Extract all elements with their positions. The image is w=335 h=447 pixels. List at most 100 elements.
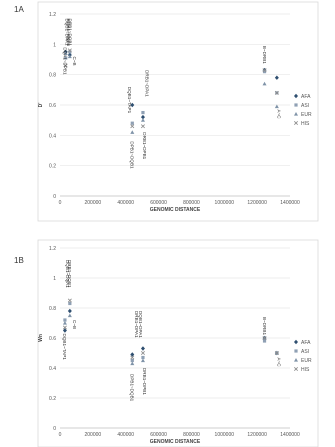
legend-label: EUR (301, 112, 312, 118)
data-point-asi (64, 56, 68, 60)
pair-annotation: DQB1~TAP1 (127, 87, 132, 114)
data-point-asi (262, 339, 267, 343)
x-tick-label: 800000 (183, 432, 200, 438)
data-point-afa (130, 102, 135, 108)
pair-annotation: DRB1~DPA1 (144, 70, 149, 97)
data-point-afa (140, 346, 145, 351)
y-tick-label: 0.8 (49, 73, 56, 79)
y-tick-label: 0.6 (49, 103, 56, 109)
data-point-asi (68, 50, 72, 54)
pair-annotation: C~B (72, 56, 77, 65)
x-tick-label: 1400000 (280, 432, 300, 438)
data-point-his (63, 63, 68, 68)
x-axis-label: GENOMIC DISTANCE (150, 439, 201, 445)
legend-marker-afa (294, 93, 298, 99)
data-point-his (262, 68, 267, 73)
data-point-asi (130, 121, 134, 125)
data-point-eur (262, 81, 267, 86)
pair-annotation: DQB1~DPA1 (138, 311, 143, 338)
legend-label: ASI (301, 349, 309, 355)
x-tick-label: 200000 (85, 200, 102, 206)
y-axis-label: D' (38, 103, 44, 108)
y-tick-label: 0.2 (49, 396, 56, 402)
y-tick-label: 0.4 (49, 366, 56, 372)
data-point-his (274, 90, 279, 95)
x-tick-label: 1200000 (247, 432, 267, 438)
data-point-afa (274, 75, 279, 80)
pair-annotation: C~B (72, 320, 77, 329)
y-tick-label: 0.8 (49, 306, 56, 312)
legend-marker-asi (294, 103, 298, 107)
x-tick-label: 0 (59, 200, 62, 206)
pair-annotation: DRB1~DPB1 (142, 368, 147, 395)
legend-label: HIS (301, 367, 310, 373)
y-tick-label: 1 (53, 42, 56, 48)
x-tick-label: 1000000 (215, 200, 235, 206)
legend-label: EUR (301, 358, 312, 364)
data-point-his (140, 351, 145, 355)
legend-marker-asi (294, 349, 298, 353)
x-tick-label: 800000 (183, 200, 200, 206)
x-tick-label: 400000 (117, 432, 134, 438)
x-tick-label: 0 (59, 432, 62, 438)
data-point-asi (141, 110, 145, 115)
chart-frame (37, 1, 319, 222)
data-point-his (62, 325, 67, 330)
data-point-eur (63, 51, 68, 56)
x-tick-label: 1000000 (215, 432, 235, 438)
data-point-afa (67, 308, 72, 314)
data-point-afa (62, 328, 67, 333)
y-tick-label: 1.2 (49, 246, 56, 252)
pair-annotation: DQA1~DPB1 (63, 47, 68, 75)
x-tick-label: 600000 (150, 432, 167, 438)
pair-annotation: DQB1~DQA1 (65, 260, 70, 288)
pair-annotation: DRB1~DPA1 (134, 311, 139, 338)
x-tick-label: 1200000 (247, 200, 267, 206)
legend-label: ASI (301, 103, 309, 109)
y-axis-label: Wn (38, 334, 44, 342)
pair-annotation: DQA1~DQB1 (66, 19, 71, 47)
x-tick-label: 1400000 (280, 200, 300, 206)
pair-annotation: DRB1~DPB1 (142, 132, 147, 159)
y-tick-label: 0 (53, 426, 56, 432)
data-point-asi (262, 70, 267, 74)
data-point-eur (67, 54, 72, 59)
data-point-his (140, 124, 145, 129)
data-point-eur (130, 361, 135, 366)
y-tick-label: 0 (53, 194, 56, 200)
data-point-eur (130, 130, 135, 134)
legend-marker-eur (294, 358, 298, 362)
data-point-afa (140, 114, 145, 120)
y-tick-label: 0.2 (49, 164, 56, 170)
panel-label-1b: 1B (14, 256, 24, 265)
legend-marker-eur (294, 112, 298, 116)
pair-annotation: A~C (277, 358, 282, 368)
data-point-asi (141, 355, 145, 360)
pair-annotation: B~DRB1 (262, 317, 267, 335)
x-tick-label: 600000 (150, 200, 167, 206)
legend-marker-afa (294, 339, 298, 345)
y-tick-label: 1.2 (49, 12, 56, 18)
data-point-eur (140, 118, 145, 122)
chart-frame (37, 239, 319, 447)
pair-annotation: DRB1~DQB1 (68, 19, 73, 47)
data-point-eur (62, 321, 67, 325)
legend-label: AFA (301, 340, 311, 346)
data-point-eur (140, 358, 145, 363)
pair-annotation: A~C (277, 110, 282, 120)
y-tick-label: 0.4 (49, 133, 56, 139)
data-point-his (67, 48, 72, 53)
data-point-asi (63, 318, 67, 322)
data-point-his (130, 355, 135, 360)
x-tick-label: 400000 (117, 200, 134, 206)
legend-marker-his (294, 121, 298, 125)
y-tick-label: 1 (53, 276, 56, 282)
data-point-eur (274, 104, 279, 109)
data-point-his (274, 351, 279, 355)
pair-annotation: DPB1~DQB1 (129, 374, 134, 402)
data-point-afa (130, 352, 135, 357)
pair-annotation: DRB1~DQB1 (67, 260, 72, 288)
pair-annotation: B~DRB1 (262, 46, 267, 64)
data-point-his (262, 336, 267, 340)
